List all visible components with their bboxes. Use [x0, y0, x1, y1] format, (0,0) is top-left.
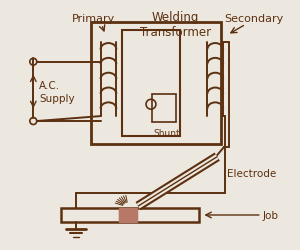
- Bar: [119, 208, 137, 222]
- Bar: [152, 95, 176, 122]
- Text: Primary: Primary: [72, 14, 115, 24]
- Bar: [91, 23, 221, 144]
- Text: Secondary: Secondary: [224, 14, 284, 24]
- Bar: [119, 208, 137, 222]
- Bar: [122, 31, 180, 136]
- Text: Electrode: Electrode: [227, 169, 276, 179]
- Bar: [61, 208, 200, 222]
- Text: A.C.
Supply: A.C. Supply: [39, 81, 75, 103]
- Text: Shunt: Shunt: [153, 128, 180, 138]
- Text: Job: Job: [263, 210, 279, 220]
- Text: Welding
Transformer: Welding Transformer: [140, 11, 211, 39]
